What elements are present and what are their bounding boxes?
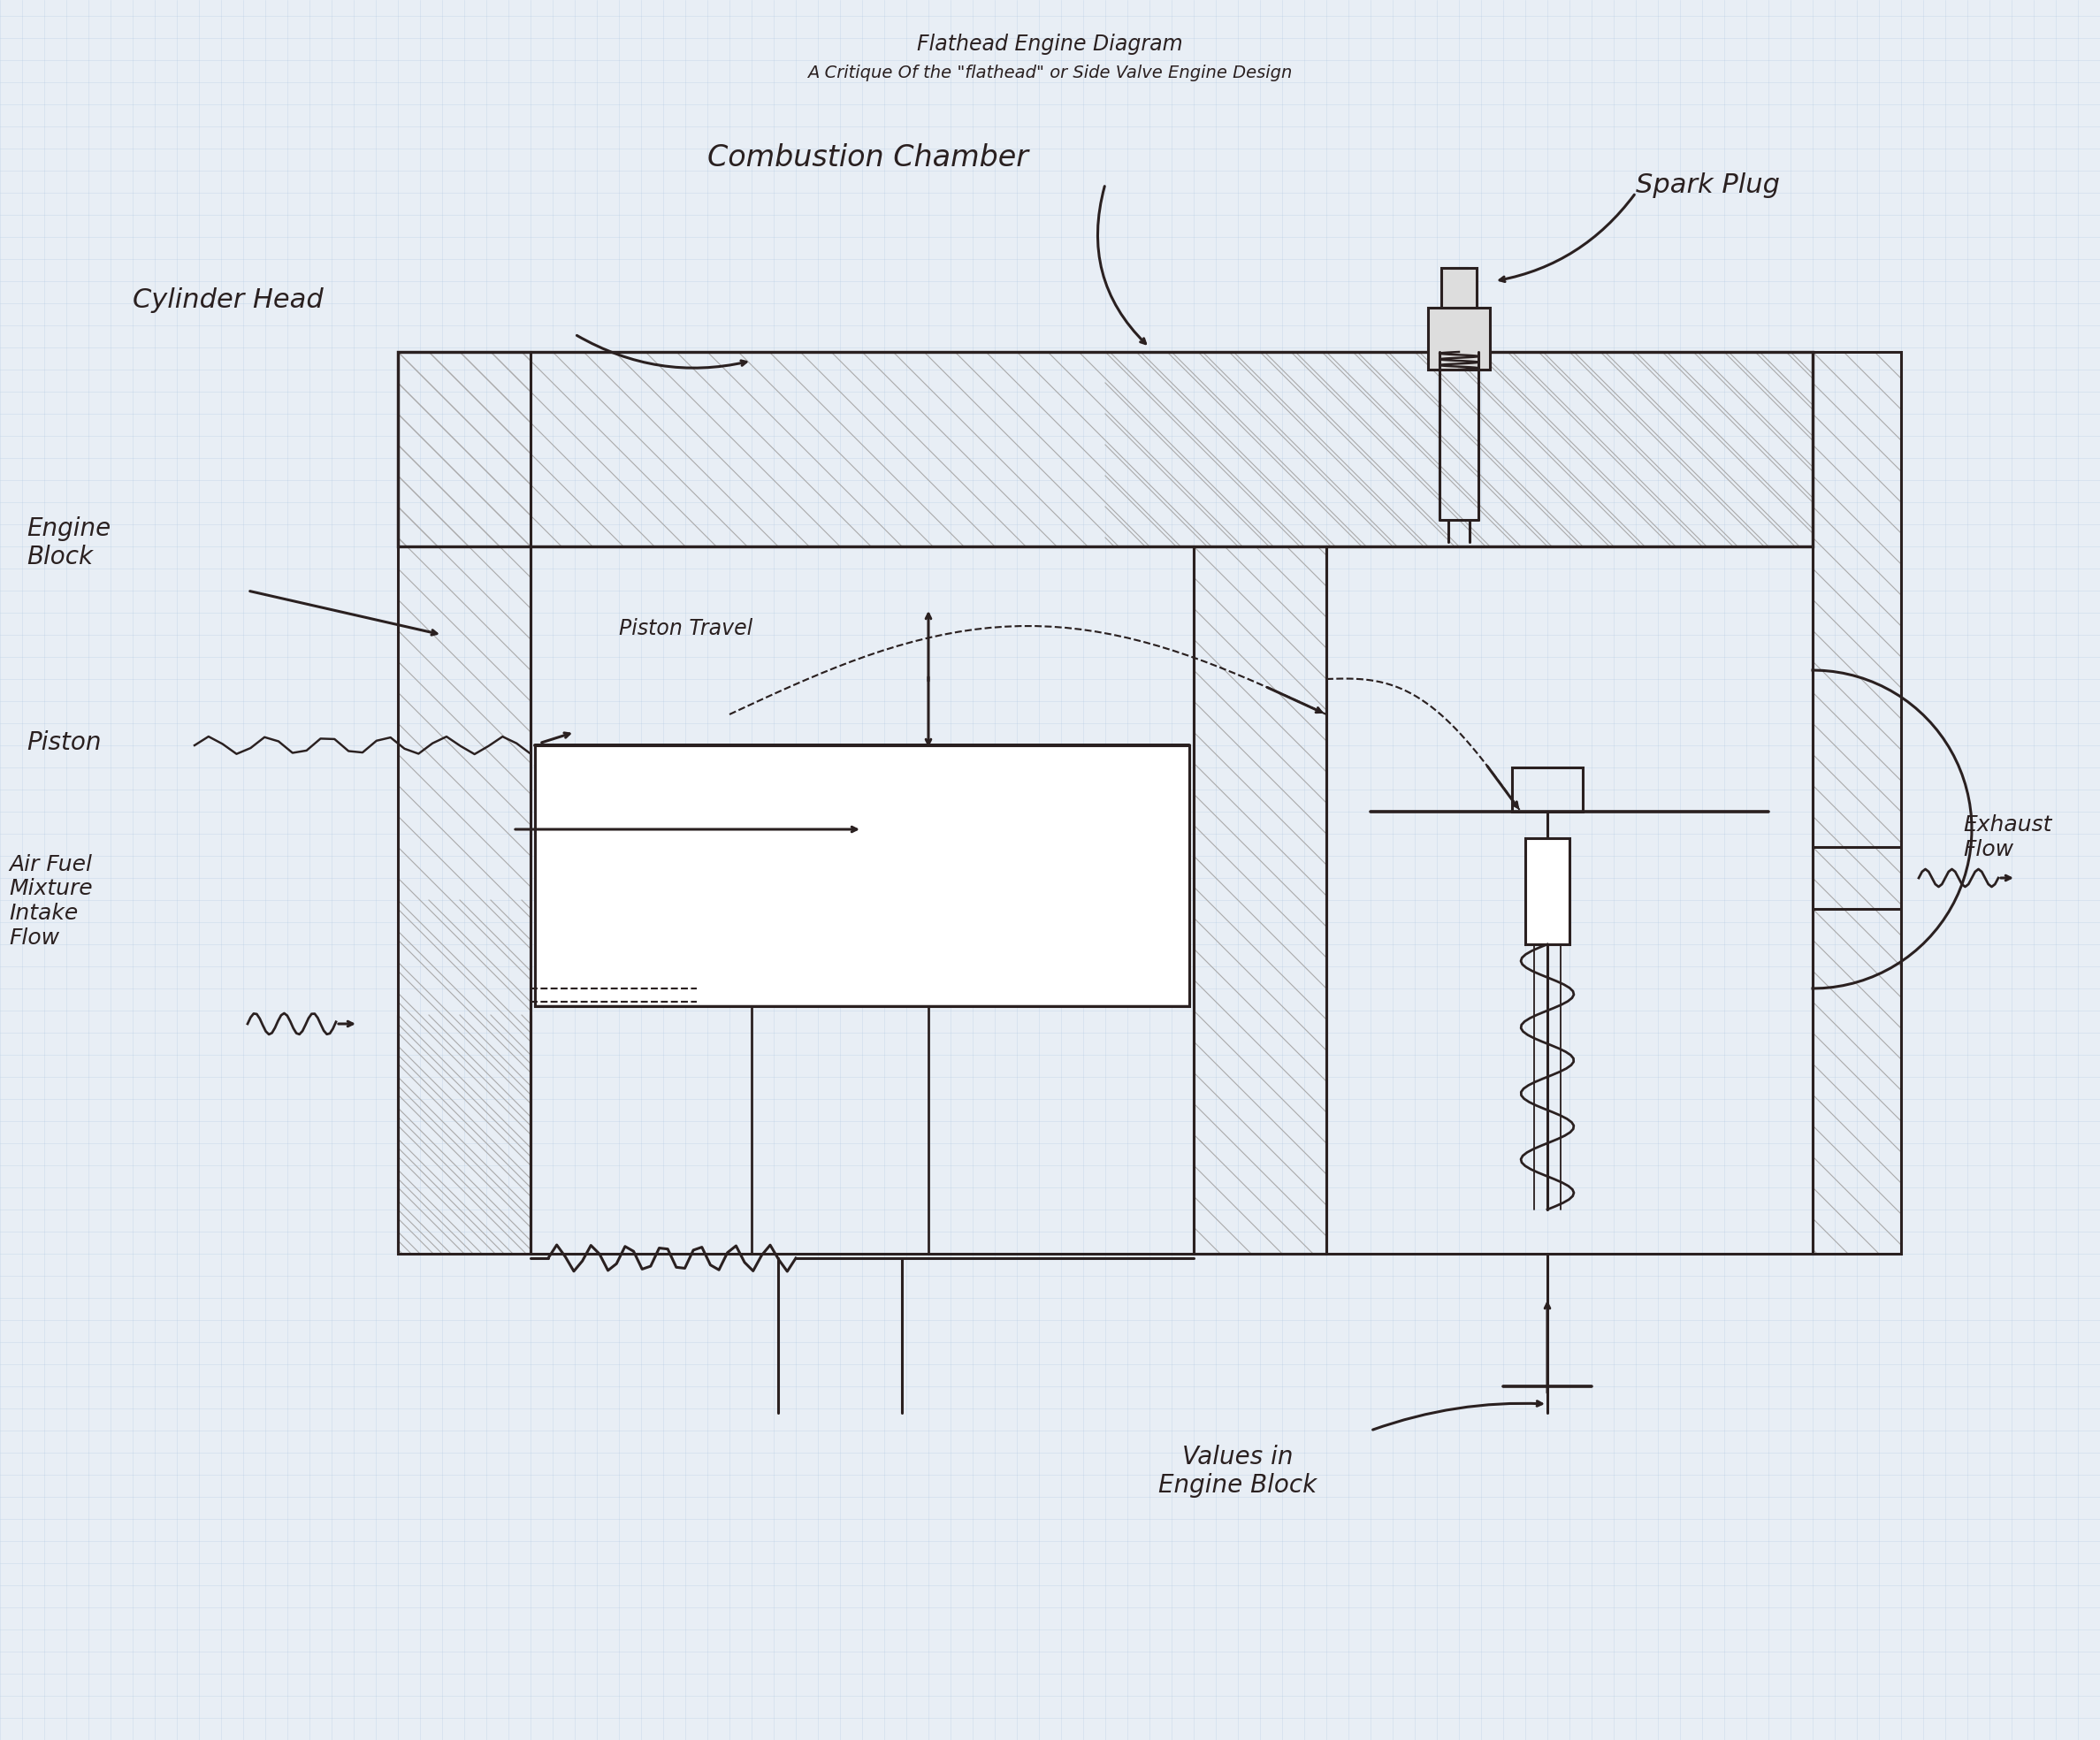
Text: Piston Travel: Piston Travel [620, 618, 752, 639]
Text: Spark Plug: Spark Plug [1636, 172, 1781, 198]
Text: Flathead Engine Diagram: Flathead Engine Diagram [918, 33, 1182, 56]
Text: Piston: Piston [27, 731, 101, 755]
FancyBboxPatch shape [1525, 839, 1569, 945]
FancyBboxPatch shape [1441, 268, 1476, 308]
Text: Combustion Chamber: Combustion Chamber [708, 143, 1029, 172]
Text: Values in
Engine Block: Values in Engine Block [1159, 1444, 1317, 1498]
FancyBboxPatch shape [536, 745, 1189, 1006]
FancyBboxPatch shape [1428, 308, 1489, 369]
Text: Cylinder Head: Cylinder Head [132, 287, 323, 313]
Text: Exhaust
Flow: Exhaust Flow [1964, 814, 2052, 860]
Text: A Critique Of the "flathead" or Side Valve Engine Design: A Critique Of the "flathead" or Side Val… [808, 64, 1292, 82]
Text: Engine
Block: Engine Block [27, 517, 111, 569]
Text: Air Fuel
Mixture
Intake
Flow: Air Fuel Mixture Intake Flow [8, 854, 92, 948]
